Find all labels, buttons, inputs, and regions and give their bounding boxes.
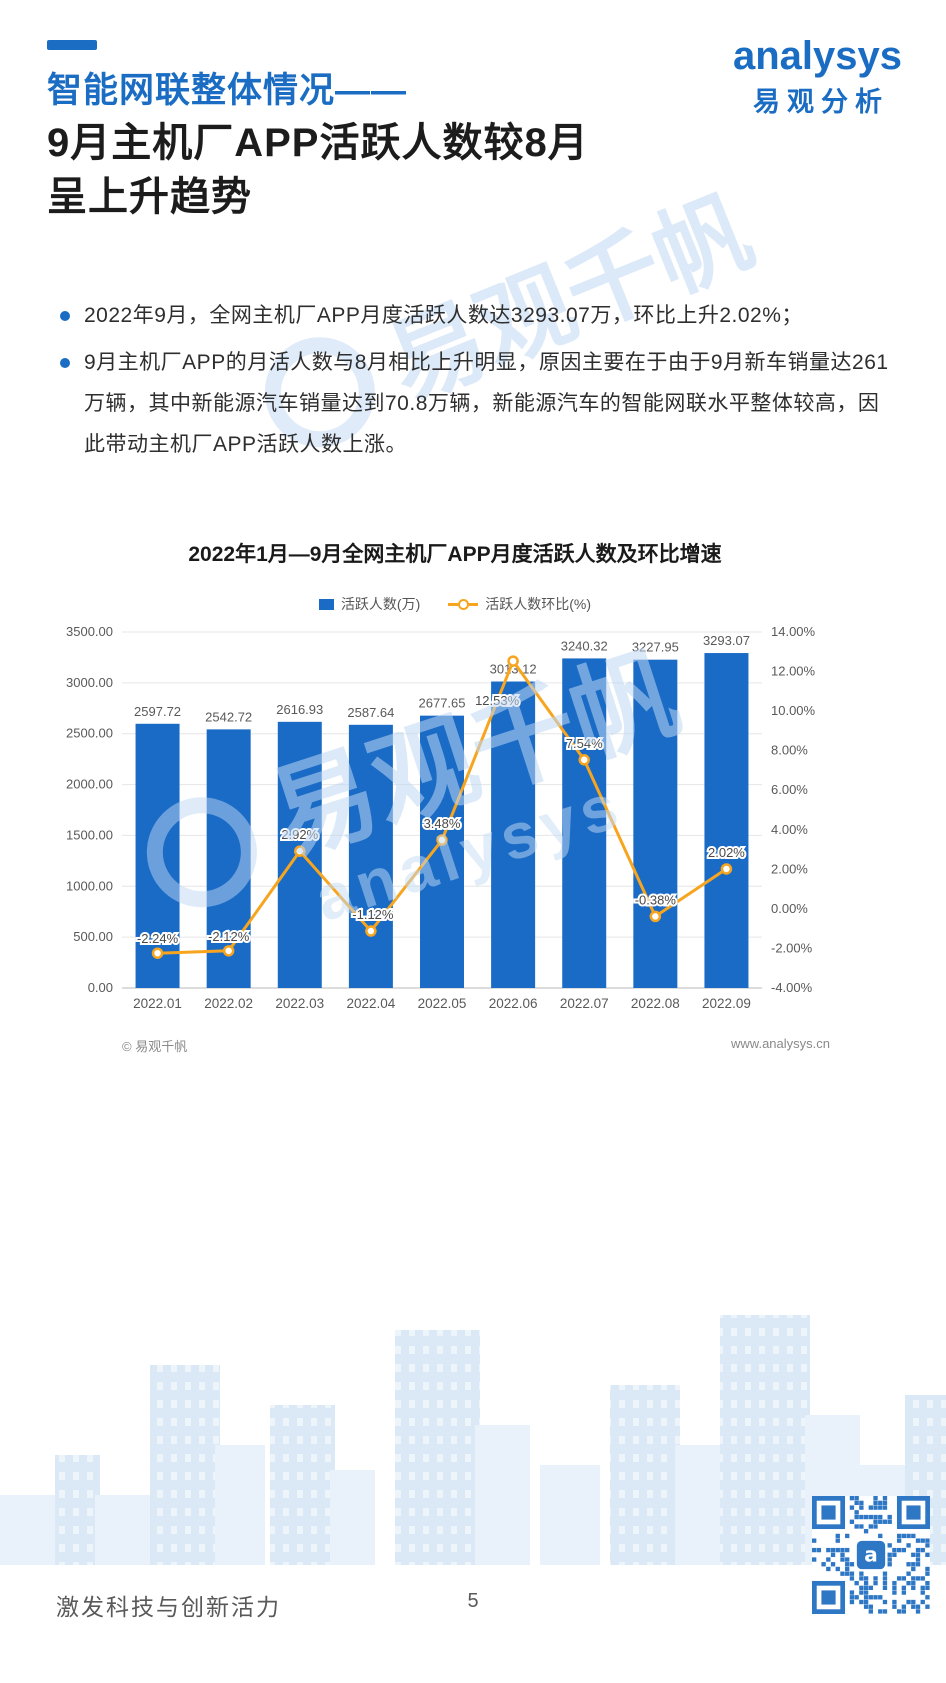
section-kicker: 智能网联整体情况—— [47, 71, 408, 110]
qr-code: a [812, 1496, 930, 1614]
bullet-dot-icon [60, 358, 70, 368]
svg-text:a: a [864, 1543, 878, 1567]
chart-legend: 活跃人数(万) 活跃人数环比(%) [40, 594, 870, 614]
svg-text:1000.00: 1000.00 [66, 878, 113, 893]
svg-text:500.00: 500.00 [73, 929, 113, 944]
svg-text:2677.65: 2677.65 [419, 696, 466, 711]
svg-text:2587.64: 2587.64 [347, 705, 394, 720]
svg-text:10.00%: 10.00% [771, 703, 816, 718]
svg-text:3293.07: 3293.07 [703, 633, 750, 648]
svg-text:0.00: 0.00 [88, 980, 113, 995]
svg-text:2500.00: 2500.00 [66, 726, 113, 741]
svg-text:12.00%: 12.00% [771, 664, 816, 679]
legend-item-line: 活跃人数环比(%) [448, 594, 591, 614]
page-title: 9月主机厂APP活跃人数较8月 呈上升趋势 [47, 116, 687, 224]
bullet-text: 2022年9月，全网主机厂APP月度活跃人数达3293.07万，环比上升2.02… [84, 304, 803, 327]
svg-text:12.53%: 12.53% [475, 693, 520, 708]
svg-text:3000.00: 3000.00 [66, 675, 113, 690]
svg-text:2.02%: 2.02% [708, 845, 745, 860]
svg-text:1500.00: 1500.00 [66, 827, 113, 842]
bar-swatch-icon [318, 598, 334, 610]
svg-text:-4.00%: -4.00% [771, 980, 813, 995]
svg-text:14.00%: 14.00% [771, 624, 816, 639]
svg-text:2.00%: 2.00% [771, 861, 808, 876]
line-swatch-icon [448, 598, 479, 610]
svg-text:2022.05: 2022.05 [418, 996, 467, 1011]
svg-text:0.00%: 0.00% [771, 901, 808, 916]
page-number: 5 [467, 1590, 479, 1612]
svg-text:-2.24%: -2.24% [137, 931, 179, 946]
legend-label: 活跃人数(万) [340, 596, 421, 612]
key-findings: 2022年9月，全网主机厂APP月度活跃人数达3293.07万，环比上升2.02… [60, 295, 898, 471]
svg-text:-1.12%: -1.12% [352, 907, 394, 922]
chart-source: © 易观千帆 [122, 1039, 188, 1054]
legend-item-bar: 活跃人数(万) [318, 594, 421, 614]
legend-label: 活跃人数环比(%) [485, 596, 592, 612]
svg-text:-2.00%: -2.00% [771, 940, 813, 955]
svg-text:2022.06: 2022.06 [489, 996, 538, 1011]
bullet-item: 2022年9月，全网主机厂APP月度活跃人数达3293.07万，环比上升2.02… [60, 295, 898, 336]
combo-chart: 3500.00 3000.00 2500.00 2000.00 1500.00 1000.… [66, 624, 816, 1011]
accent-dash [47, 40, 97, 50]
svg-text:2542.72: 2542.72 [205, 709, 252, 724]
svg-text:2022.01: 2022.01 [133, 996, 182, 1011]
svg-text:3227.95: 3227.95 [632, 640, 679, 655]
svg-text:-2.12%: -2.12% [208, 929, 250, 944]
svg-text:2022.04: 2022.04 [346, 996, 395, 1011]
svg-text:2022.02: 2022.02 [204, 996, 253, 1011]
svg-text:4.00%: 4.00% [771, 822, 808, 837]
svg-text:2022.09: 2022.09 [702, 996, 751, 1011]
svg-text:3240.32: 3240.32 [561, 638, 608, 653]
analysys-logo-text: analysys [732, 34, 902, 78]
line-dot-icon [458, 598, 470, 610]
svg-text:2616.93: 2616.93 [276, 702, 323, 717]
svg-text:3013.12: 3013.12 [490, 662, 537, 677]
svg-text:2022.08: 2022.08 [631, 996, 680, 1011]
bullet-item: 9月主机厂APP的月活人数与8月相比上升明显，原因主要在于由于9月新车销量达26… [60, 342, 898, 465]
svg-text:2000.00: 2000.00 [66, 777, 113, 792]
svg-text:2597.72: 2597.72 [134, 704, 181, 719]
page-title-line1: 9月主机厂APP活跃人数较8月 [47, 121, 589, 165]
city-skyline-graphic [0, 1315, 946, 1565]
svg-text:7.54%: 7.54% [566, 736, 603, 751]
chart-title: 2022年1月—9月全网主机厂APP月度活跃人数及环比增速 [188, 543, 722, 566]
svg-text:2022.03: 2022.03 [275, 996, 324, 1011]
bullet-dot-icon [60, 311, 70, 321]
svg-text:2022.07: 2022.07 [560, 996, 609, 1011]
svg-text:3.48%: 3.48% [424, 816, 461, 831]
bullet-text: 9月主机厂APP的月活人数与8月相比上升明显，原因主要在于由于9月新车销量达26… [84, 351, 889, 456]
svg-text:6.00%: 6.00% [771, 782, 808, 797]
footer-slogan: 激发科技与创新活力 [56, 1594, 281, 1620]
page-title-line2: 呈上升趋势 [47, 175, 252, 219]
chart-website: www.analysys.cn [731, 1036, 830, 1051]
svg-text:2.92%: 2.92% [281, 827, 318, 842]
svg-text:8.00%: 8.00% [771, 743, 808, 758]
svg-text:-0.38%: -0.38% [635, 892, 677, 907]
analysys-logo-cn: 易观分析 [752, 87, 889, 117]
svg-text:3500.00: 3500.00 [66, 624, 113, 639]
analysys-logo: analysys 易观分析 [733, 34, 902, 119]
